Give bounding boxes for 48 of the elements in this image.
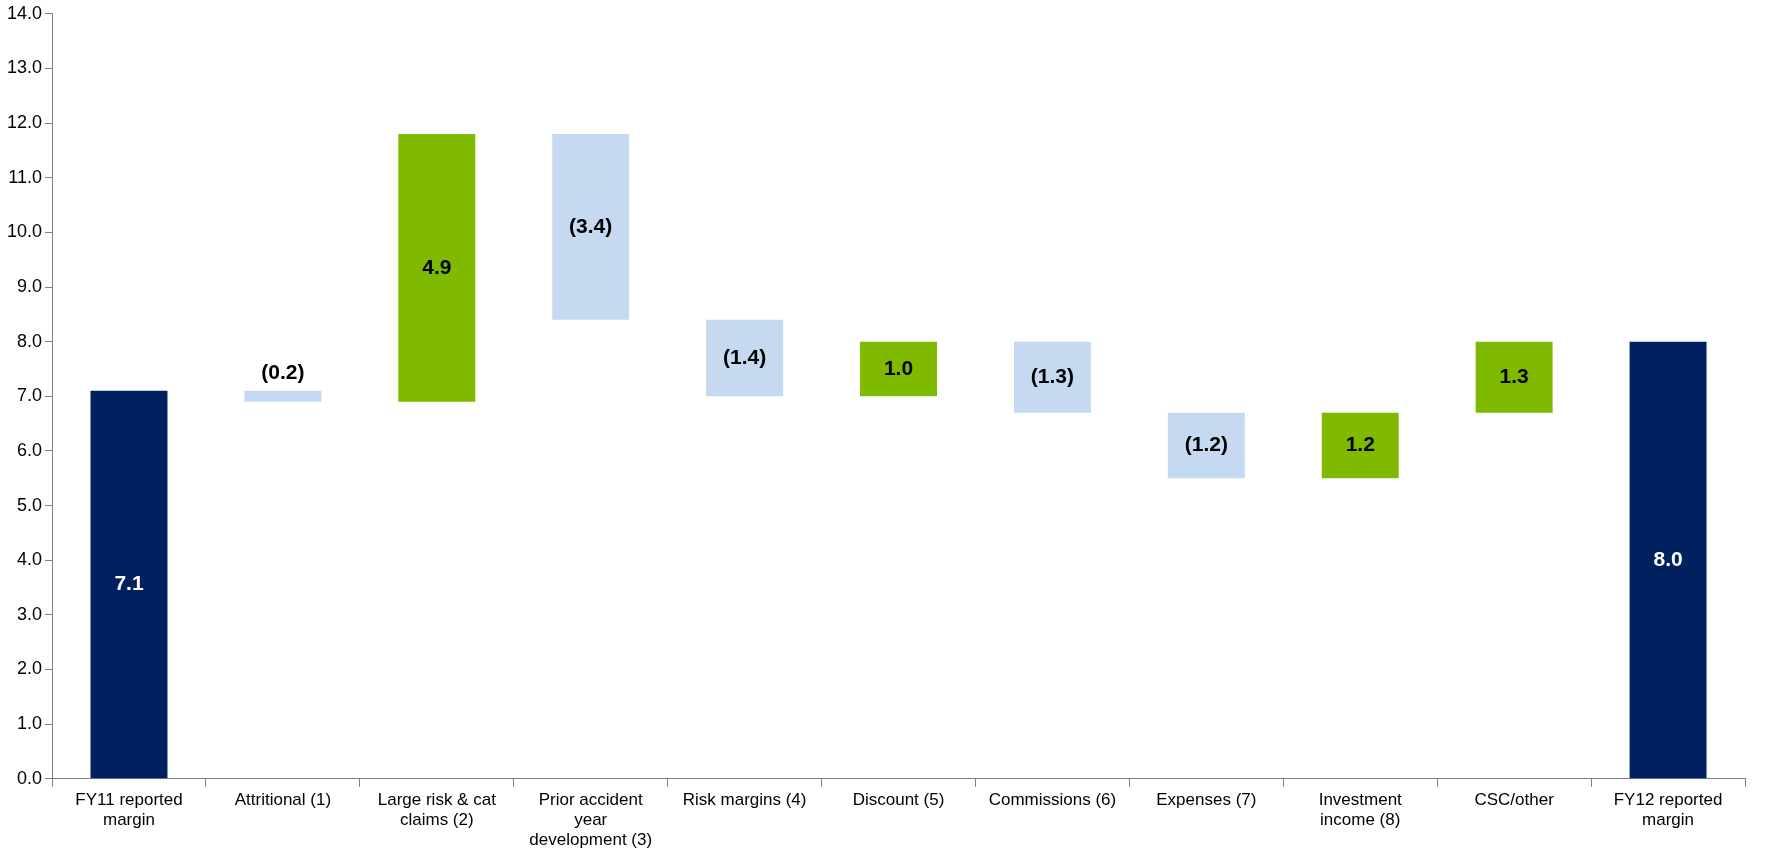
data-label: (1.2) — [1184, 432, 1228, 456]
bar — [1167, 412, 1245, 479]
y-tick-label: 8.0 — [17, 330, 43, 351]
x-tick-label: Large risk & cat claims (2) — [377, 789, 497, 830]
bar — [552, 134, 630, 320]
y-tick-label: 9.0 — [17, 275, 43, 296]
y-tick-label: 0.0 — [17, 767, 43, 788]
x-tick-label: CSC/other — [1474, 789, 1555, 809]
x-tick-label: Commissions (6) — [988, 789, 1117, 809]
bar — [1475, 341, 1553, 413]
bar — [244, 390, 322, 402]
bar — [90, 390, 168, 779]
data-label: 1.0 — [883, 355, 914, 379]
y-tick-label: 13.0 — [6, 57, 43, 78]
x-tick-label: Expenses (7) — [1156, 789, 1257, 809]
data-label: (3.4) — [569, 213, 613, 237]
y-tick-label: 14.0 — [6, 2, 43, 23]
x-tick-label: Discount (5) — [852, 789, 945, 809]
data-label: 4.9 — [422, 254, 452, 278]
bar — [860, 341, 937, 397]
y-tick-label: 2.0 — [17, 658, 43, 679]
x-tick-label: Attritional (1) — [234, 789, 332, 809]
bar — [1013, 341, 1091, 413]
data-label: 1.3 — [1499, 363, 1529, 387]
data-label: 7.1 — [114, 571, 144, 595]
data-label: (1.4) — [723, 344, 767, 368]
data-label: (0.2) — [261, 359, 305, 383]
x-tick-label: FY11 reported margin — [75, 789, 183, 830]
data-label: 1.2 — [1345, 432, 1375, 456]
bar — [706, 319, 784, 397]
y-tick-label: 7.0 — [17, 385, 43, 406]
bar — [1629, 341, 1707, 779]
y-tick-label: 11.0 — [8, 166, 43, 187]
data-label: (1.3) — [1030, 363, 1075, 387]
y-tick-label: 12.0 — [6, 112, 43, 133]
bar — [1321, 412, 1399, 479]
y-tick-label: 1.0 — [17, 713, 43, 734]
x-tick-label: FY12 reported margin — [1613, 789, 1723, 830]
y-tick-label: 3.0 — [17, 603, 43, 624]
y-tick-label: 6.0 — [17, 439, 43, 460]
y-tick-label: 10.0 — [6, 221, 43, 242]
bar — [398, 134, 476, 402]
data-label: 8.0 — [1653, 546, 1683, 570]
x-tick-label: Investment income (8) — [1318, 789, 1403, 830]
x-tick-label: Prior accident year development (3) — [529, 789, 653, 850]
x-tick-label: Risk margins (4) — [682, 789, 807, 809]
y-tick-label: 4.0 — [17, 549, 43, 570]
y-tick-label: 5.0 — [17, 494, 43, 515]
